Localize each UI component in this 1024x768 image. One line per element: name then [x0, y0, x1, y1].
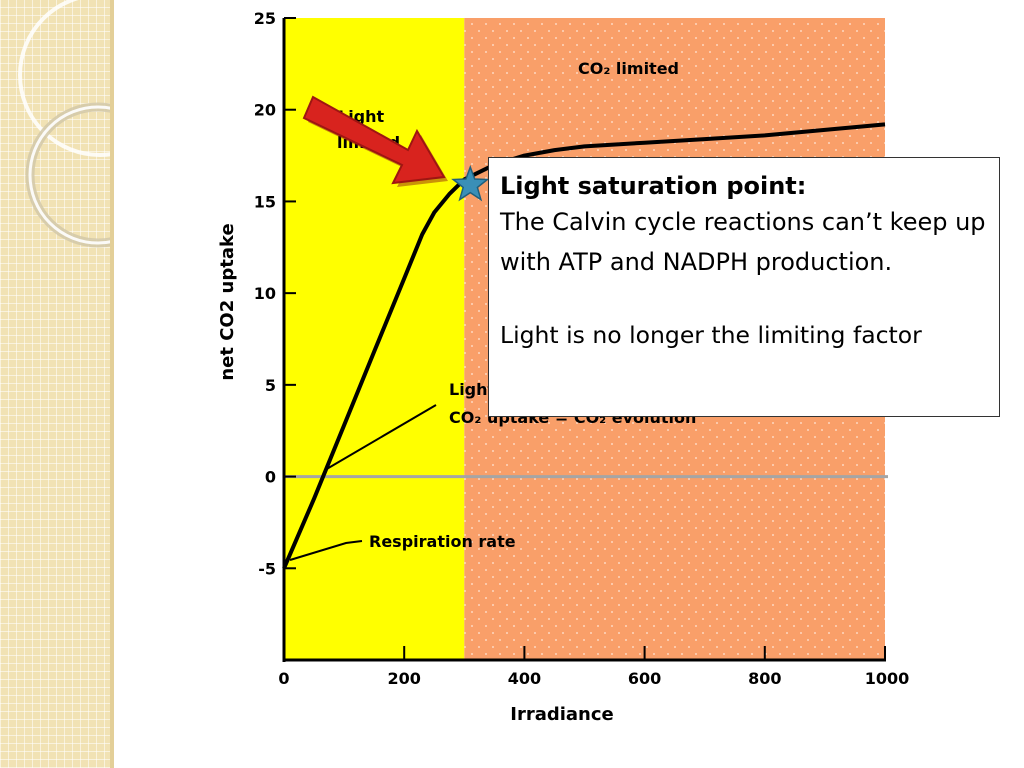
- y-tick-label: 10: [254, 284, 276, 303]
- y-tick-label: 20: [254, 101, 276, 120]
- y-tick-label: 5: [265, 376, 276, 395]
- saturation-star-icon: [451, 164, 490, 202]
- x-axis-ticks: 0 200 400 600 800 1000: [278, 646, 909, 688]
- y-tick-label: 15: [254, 192, 276, 211]
- red-arrow-icon: [302, 95, 448, 187]
- x-tick-label: 600: [628, 669, 661, 688]
- respiration-label: Respiration rate: [369, 532, 516, 551]
- callout-title: Light saturation point:: [500, 172, 807, 200]
- x-tick-label: 800: [748, 669, 781, 688]
- x-tick-label: 0: [278, 669, 289, 688]
- y-tick-label: 25: [254, 9, 276, 28]
- x-tick-label: 200: [387, 669, 420, 688]
- x-axis-label: Irradiance: [510, 704, 614, 725]
- co2-limited-label: CO₂ limited: [578, 59, 679, 78]
- y-tick-label: 0: [265, 468, 276, 487]
- callout-body: The Calvin cycle reactions can’t keep up…: [500, 208, 986, 276]
- respiration-pointer: [289, 540, 363, 561]
- decor-circle-bottom-inner: [28, 105, 113, 245]
- compensation-pointer: [324, 404, 437, 471]
- y-tick-label: -5: [258, 559, 276, 578]
- sidebar-edge: [110, 0, 114, 768]
- x-tick-label: 1000: [865, 669, 910, 688]
- decor-circle-top: [18, 0, 113, 157]
- decorative-circles: [18, 0, 113, 248]
- y-axis-label: net CO2 uptake: [217, 223, 238, 380]
- x-tick-label: 400: [508, 669, 541, 688]
- series-line: [282, 122, 886, 570]
- y-axis-ticks: -5 0 5 10 15 20 25: [254, 9, 296, 578]
- decorative-sidebar: [0, 0, 113, 768]
- callout-note: Light is no longer the limiting factor: [500, 321, 922, 349]
- light-saturation-callout: Light saturation point: The Calvin cycle…: [488, 157, 1000, 417]
- axes: [282, 18, 886, 662]
- respiration-annotation: Respiration rate: [289, 532, 516, 561]
